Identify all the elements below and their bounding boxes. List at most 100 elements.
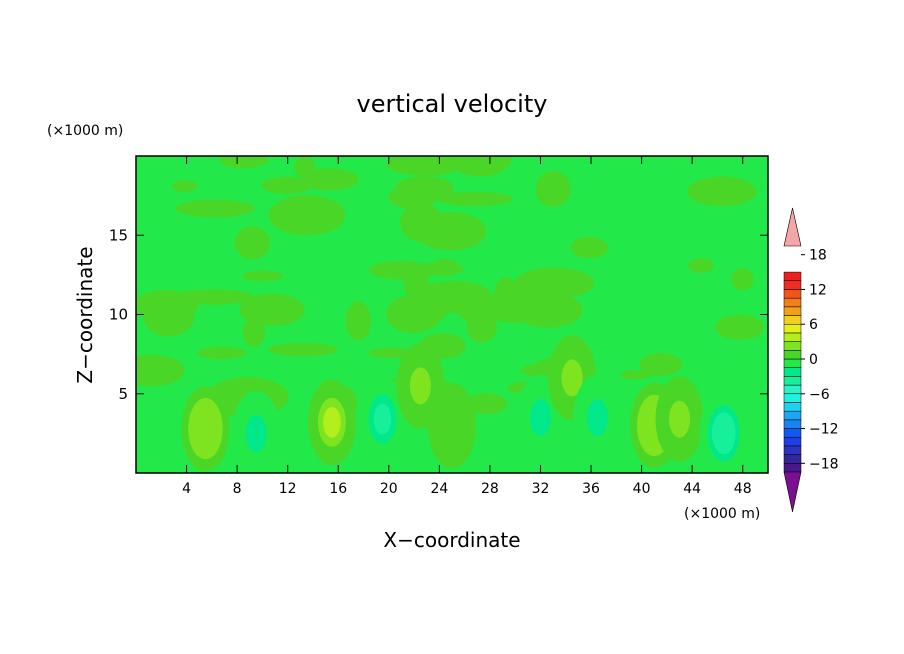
field-patch [687, 176, 757, 207]
colorbar-tick-label: −18 [809, 456, 839, 472]
field-patch [570, 237, 609, 258]
field-patch [465, 393, 508, 414]
y-axis-unit: (×1000 m) [47, 123, 123, 139]
field-patch [639, 352, 683, 376]
y-tick-label: 5 [118, 385, 128, 403]
field-patch [368, 347, 415, 359]
colorbar-segment [783, 454, 802, 464]
y-tick-label: 10 [109, 306, 128, 324]
field-patch [731, 268, 754, 291]
field-patch [268, 342, 338, 357]
field-patch [493, 277, 520, 319]
field-feature [715, 419, 732, 448]
field-patch [688, 258, 715, 273]
colorbar-segment [783, 410, 802, 421]
field-patch [620, 370, 652, 380]
colorbar: 18 12 6 0 −6 −12 −18 [783, 207, 839, 513]
colorbar-tick-label: 6 [809, 317, 818, 333]
colorbar-min-triangle [783, 471, 802, 513]
x-tick-label: 48 [734, 481, 752, 497]
field-patch [239, 293, 305, 327]
colorbar-segment [783, 402, 802, 412]
field-patch [175, 199, 255, 218]
field-feature [586, 399, 608, 437]
field-patch [268, 195, 346, 236]
field-patch [234, 226, 270, 260]
colorbar-segment [783, 315, 802, 325]
colorbar-segment [783, 463, 802, 473]
field-patch [394, 176, 454, 201]
x-tick-label: 20 [380, 481, 398, 497]
x-tick-label: 28 [481, 481, 499, 497]
field-patch [143, 295, 195, 337]
field-patch [414, 280, 493, 314]
velocity-field [136, 156, 768, 473]
colorbar-segment [783, 376, 802, 386]
x-axis-unit: (×1000 m) [684, 506, 760, 522]
y-axis-label: Z−coordinate [73, 246, 97, 383]
colorbar-tick-label: 18 [809, 248, 827, 264]
colorbar-max-triangle [783, 207, 802, 247]
field-patch [218, 156, 269, 169]
colorbar-segment [783, 306, 802, 316]
field-feature [668, 400, 691, 438]
field-feature [438, 400, 466, 451]
field-feature [529, 399, 552, 437]
colorbar-segment [783, 419, 802, 429]
colorbar-segment [783, 350, 802, 360]
colorbar-segment [783, 428, 802, 438]
colorbar-segment [783, 280, 802, 290]
field-patch [715, 314, 765, 340]
colorbar-segment [783, 297, 802, 308]
colorbar-segment [783, 436, 802, 447]
y-axis-ticks: 5 10 15 [109, 226, 768, 403]
y-tick-label: 15 [109, 226, 128, 244]
field-feature [561, 359, 583, 397]
field-patch [513, 293, 584, 328]
x-axis-label: X−coordinate [383, 528, 520, 552]
field-patch [242, 270, 283, 281]
x-tick-label: 44 [683, 481, 701, 497]
colorbar-segment [783, 393, 802, 403]
x-tick-label: 4 [182, 481, 191, 497]
colorbar-segment [783, 332, 802, 342]
field-patch [171, 180, 198, 192]
colorbar-segment [783, 323, 802, 334]
x-axis-ticks: 4 8 12 16 20 24 28 32 36 40 44 48 [182, 156, 752, 497]
colorbar-tick-label: 0 [809, 352, 818, 368]
field-patch [197, 346, 247, 360]
field-patch [414, 212, 487, 251]
field-feature [245, 414, 267, 452]
colorbar-segment [783, 271, 802, 282]
field-patch [242, 318, 265, 347]
field-patch [386, 156, 465, 176]
field-patch [514, 267, 595, 299]
colorbar-segment [783, 445, 802, 455]
chart-title: vertical velocity [357, 90, 548, 118]
x-tick-label: 16 [329, 481, 347, 497]
x-tick-label: 24 [430, 481, 448, 497]
colorbar-segment [783, 367, 802, 377]
field-patch [384, 262, 465, 276]
field-patch [449, 156, 512, 177]
field-patch [437, 191, 514, 206]
x-tick-label: 36 [582, 481, 600, 497]
colorbar-segment [783, 384, 802, 395]
colorbar-tick-label: 12 [809, 282, 827, 298]
field-patch [136, 354, 185, 387]
colorbar-segment [783, 341, 802, 351]
field-feature [323, 406, 341, 438]
field-feature [409, 367, 431, 405]
x-tick-label: 32 [532, 481, 550, 497]
field-patch [299, 168, 359, 191]
field-patch [345, 301, 372, 341]
x-tick-label: 8 [233, 481, 242, 497]
colorbar-segment [783, 289, 802, 299]
field-patch [535, 171, 571, 207]
colorbar-tick-label: −6 [809, 387, 830, 403]
field-feature [373, 403, 392, 435]
x-tick-label: 40 [633, 481, 651, 497]
colorbar-tick-label: −12 [809, 422, 839, 438]
x-tick-label: 12 [279, 481, 297, 497]
